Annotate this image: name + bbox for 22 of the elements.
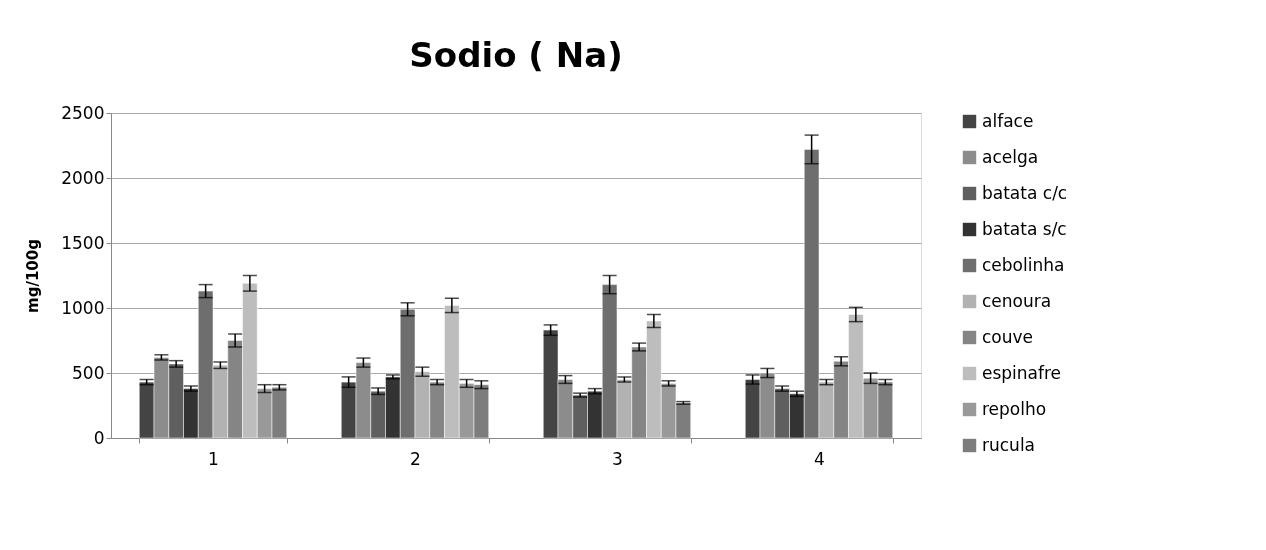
y-tick-label: 0 [93, 427, 105, 448]
y-tick-label: 2500 [61, 102, 105, 123]
x-tick-label: 3 [612, 448, 623, 469]
legend-label: batata c/c [982, 182, 1068, 203]
legend-label: batata s/c [982, 218, 1067, 239]
legend-label: espinafre [982, 362, 1062, 383]
legend-label: acelga [982, 146, 1039, 167]
y-tick-label: 500 [72, 362, 105, 383]
legend-label: couve [982, 326, 1034, 347]
x-tick-label: 2 [410, 448, 421, 469]
legend-label: cebolinha [982, 254, 1065, 275]
legend-label: repolho [982, 398, 1047, 419]
y-tick-label: 2000 [61, 167, 105, 188]
y-tick-label: 1000 [61, 297, 105, 318]
legend-label: cenoura [982, 290, 1052, 311]
x-tick-label: 4 [814, 448, 825, 469]
y-tick-label: 1500 [61, 232, 105, 253]
y-axis-title: mg/100g [24, 239, 43, 313]
chart-title: Sodio ( Na) [409, 35, 623, 75]
x-tick-label: 1 [208, 448, 219, 469]
legend-label: rucula [982, 434, 1036, 455]
legend-label: alface [982, 110, 1034, 131]
